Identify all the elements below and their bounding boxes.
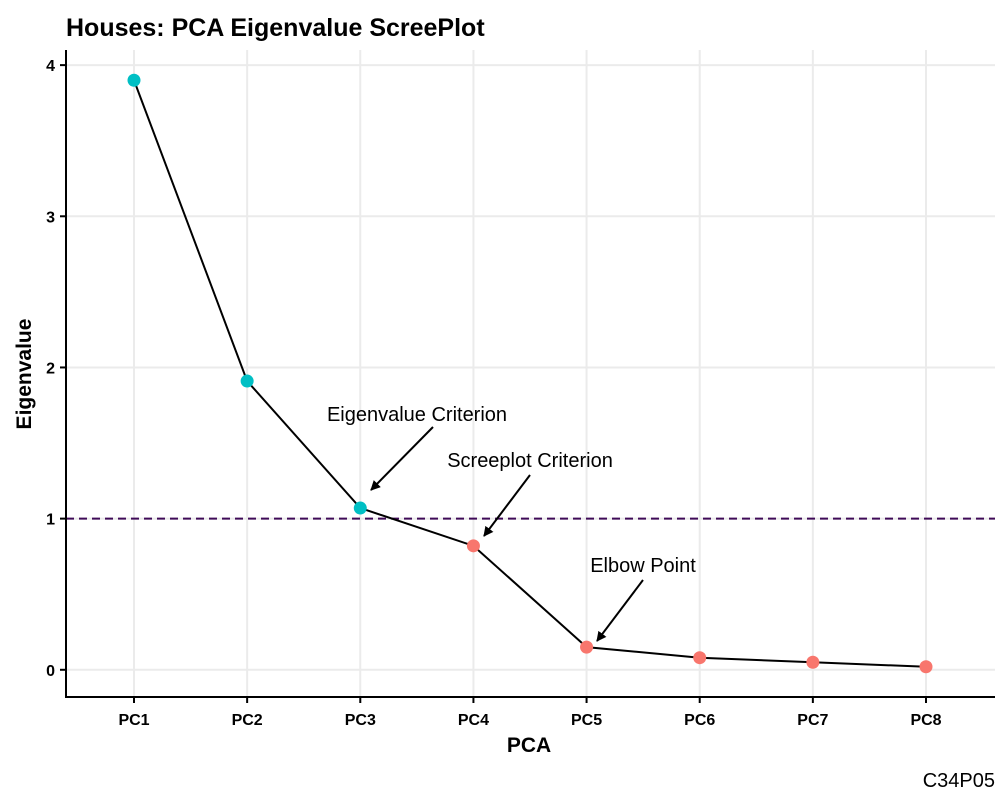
y-tick-label: 4 [46,58,55,75]
x-tick-label: PC4 [458,712,489,729]
data-points [127,73,933,674]
data-point [240,374,254,388]
y-axis-title: Eigenvalue [13,319,36,430]
x-tick-label: PC7 [797,712,828,729]
x-tick-label: PC2 [232,712,263,729]
annotation-arrow [483,474,531,537]
annotation-label: Elbow Point [590,555,696,577]
chart-title: Houses: PCA Eigenvalue ScreePlot [66,14,485,42]
y-tick-label: 1 [46,512,55,529]
x-tick-label: PC6 [684,712,715,729]
x-tick-label: PC8 [910,712,941,729]
x-tick-label: PC5 [571,712,602,729]
axes: 0 1 2 3 4 PC1 PC2 PC3 PC4 PC5 PC6 PC7 PC8 [46,50,995,729]
chart-caption: C34P05 [923,770,995,792]
annotation-arrow [596,579,644,642]
data-point [353,501,367,515]
series-line [133,79,927,668]
x-axis-title: PCA [507,734,551,757]
data-point [693,651,707,665]
data-point [466,539,480,553]
annotation-arrow [370,426,434,491]
data-point [919,660,933,674]
series-line-group [133,79,927,668]
annotations: Eigenvalue Criterion Screeplot Criterion E… [327,404,696,642]
annotation-label: Eigenvalue Criterion [327,404,507,426]
data-point [127,73,141,87]
x-tick-label: PC3 [345,712,376,729]
y-tick-label: 3 [46,209,55,226]
data-point [806,655,820,669]
grid-lines [66,50,995,697]
annotation-label: Screeplot Criterion [447,450,613,472]
x-tick-label: PC1 [118,712,149,729]
data-point [580,640,594,654]
y-tick-label: 0 [46,663,55,680]
y-tick-label: 2 [46,360,55,377]
